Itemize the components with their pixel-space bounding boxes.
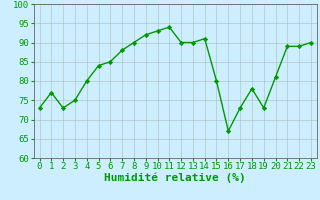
X-axis label: Humidité relative (%): Humidité relative (%) <box>104 173 246 183</box>
